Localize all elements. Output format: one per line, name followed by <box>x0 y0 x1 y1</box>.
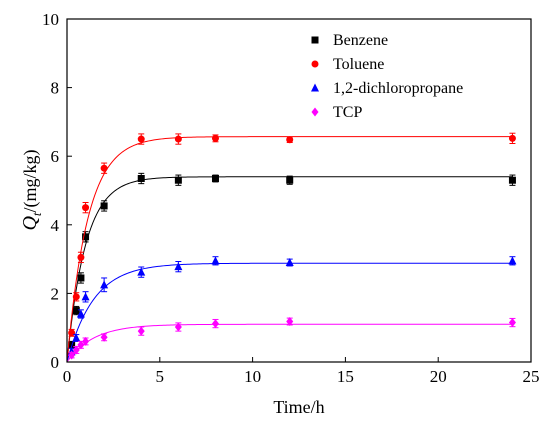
y-tick-label: 8 <box>51 79 60 98</box>
data-point <box>211 319 219 329</box>
y-axis-label-sub: t <box>29 212 44 216</box>
y-tick-label: 6 <box>51 147 60 166</box>
x-tick-label: 15 <box>337 367 354 386</box>
data-point <box>100 202 108 210</box>
series-2 <box>66 256 517 363</box>
legend-marker <box>311 60 319 68</box>
data-point <box>508 256 517 265</box>
y-tick-label: 10 <box>42 10 59 29</box>
x-tick-label: 25 <box>523 367 540 386</box>
data-point <box>82 233 90 241</box>
legend-label: Toluene <box>333 56 384 73</box>
data-point <box>211 256 220 265</box>
series-3 <box>66 317 516 363</box>
data-point <box>174 135 182 143</box>
data-point <box>174 176 182 184</box>
axes-layer: 0 5 10 15 20 25 0 2 4 6 8 10 <box>42 10 540 386</box>
data-point <box>211 134 219 142</box>
legend-label: 1,2-dichloropropane <box>333 80 463 97</box>
legend-marker <box>311 36 319 44</box>
data-point <box>82 204 90 212</box>
fit-curve <box>66 176 513 363</box>
data-point <box>100 332 108 342</box>
data-point <box>174 262 183 271</box>
legend-marker <box>311 83 319 92</box>
fit-curve <box>66 262 513 363</box>
data-point <box>100 280 109 289</box>
y-tick-label: 0 <box>51 353 60 372</box>
data-point <box>100 164 108 172</box>
data-point <box>508 176 516 184</box>
data-point <box>77 340 85 350</box>
data-point <box>211 174 219 182</box>
x-tick-label: 0 <box>63 367 72 386</box>
data-point <box>68 350 76 360</box>
y-axis-label-unit: /(mg/kg) <box>20 149 41 212</box>
series-1 <box>66 132 516 363</box>
x-tick-label: 5 <box>156 367 165 386</box>
data-point <box>286 176 294 184</box>
y-tick-label: 2 <box>51 284 60 303</box>
data-point <box>72 293 80 301</box>
y-axis-label: Qt/(mg/kg) <box>19 149 44 230</box>
data-point <box>72 345 80 355</box>
legend-label: Benzene <box>333 32 388 49</box>
data-point <box>286 136 294 144</box>
data-point <box>137 326 145 336</box>
data-point <box>72 333 81 342</box>
series-0 <box>66 172 516 363</box>
data-point <box>82 336 90 346</box>
data-point <box>72 307 80 315</box>
x-tick-label: 10 <box>244 367 261 386</box>
data-point <box>68 329 76 337</box>
data-point <box>174 322 182 332</box>
legend: Benzene Toluene 1,2-dichloropropane TCP <box>311 32 463 121</box>
data-point <box>286 317 294 327</box>
data-point <box>137 174 145 182</box>
y-tick-label: 4 <box>51 216 60 235</box>
legend-label: TCP <box>333 104 362 121</box>
data-point <box>137 135 145 143</box>
data-point <box>81 292 90 301</box>
y-axis-label-main: Q <box>19 216 41 231</box>
x-tick-label: 20 <box>430 367 447 386</box>
data-point <box>508 134 516 142</box>
data-point <box>137 267 146 276</box>
legend-marker <box>311 107 319 117</box>
marks-layer <box>66 132 517 363</box>
data-point <box>77 274 85 282</box>
data-point <box>77 253 85 261</box>
plot-frame <box>66 18 532 363</box>
fit-curve <box>66 323 513 363</box>
data-point <box>508 318 516 328</box>
data-point <box>285 258 294 267</box>
data-point <box>76 309 85 318</box>
fit-curve <box>66 136 513 363</box>
x-axis-label: Time/h <box>273 397 324 417</box>
